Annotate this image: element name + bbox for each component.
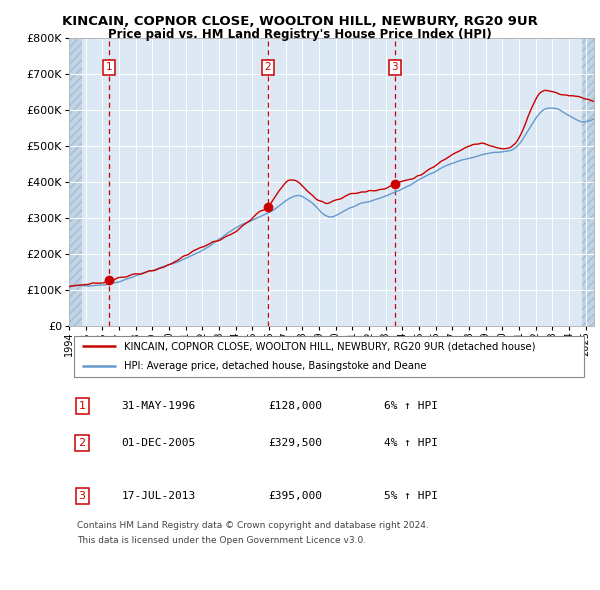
Text: Price paid vs. HM Land Registry's House Price Index (HPI): Price paid vs. HM Land Registry's House … xyxy=(108,28,492,41)
Text: 3: 3 xyxy=(79,491,86,501)
Text: 01-DEC-2005: 01-DEC-2005 xyxy=(121,438,196,448)
Text: This data is licensed under the Open Government Licence v3.0.: This data is licensed under the Open Gov… xyxy=(77,536,366,545)
Text: 5% ↑ HPI: 5% ↑ HPI xyxy=(384,491,438,501)
Text: KINCAIN, COPNOR CLOSE, WOOLTON HILL, NEWBURY, RG20 9UR (detached house): KINCAIN, COPNOR CLOSE, WOOLTON HILL, NEW… xyxy=(124,341,536,351)
Text: £329,500: £329,500 xyxy=(269,438,323,448)
Text: 31-MAY-1996: 31-MAY-1996 xyxy=(121,401,196,411)
Text: 1: 1 xyxy=(79,401,86,411)
FancyBboxPatch shape xyxy=(74,336,583,376)
Text: 17-JUL-2013: 17-JUL-2013 xyxy=(121,491,196,501)
Text: KINCAIN, COPNOR CLOSE, WOOLTON HILL, NEWBURY, RG20 9UR: KINCAIN, COPNOR CLOSE, WOOLTON HILL, NEW… xyxy=(62,15,538,28)
Text: £128,000: £128,000 xyxy=(269,401,323,411)
Text: HPI: Average price, detached house, Basingstoke and Deane: HPI: Average price, detached house, Basi… xyxy=(124,361,427,371)
Text: 2: 2 xyxy=(79,438,86,448)
Text: 2: 2 xyxy=(265,62,271,72)
Text: 6% ↑ HPI: 6% ↑ HPI xyxy=(384,401,438,411)
Text: 4% ↑ HPI: 4% ↑ HPI xyxy=(384,438,438,448)
Text: Contains HM Land Registry data © Crown copyright and database right 2024.: Contains HM Land Registry data © Crown c… xyxy=(77,521,428,530)
Text: 3: 3 xyxy=(391,62,398,72)
Text: 1: 1 xyxy=(106,62,113,72)
Text: £395,000: £395,000 xyxy=(269,491,323,501)
